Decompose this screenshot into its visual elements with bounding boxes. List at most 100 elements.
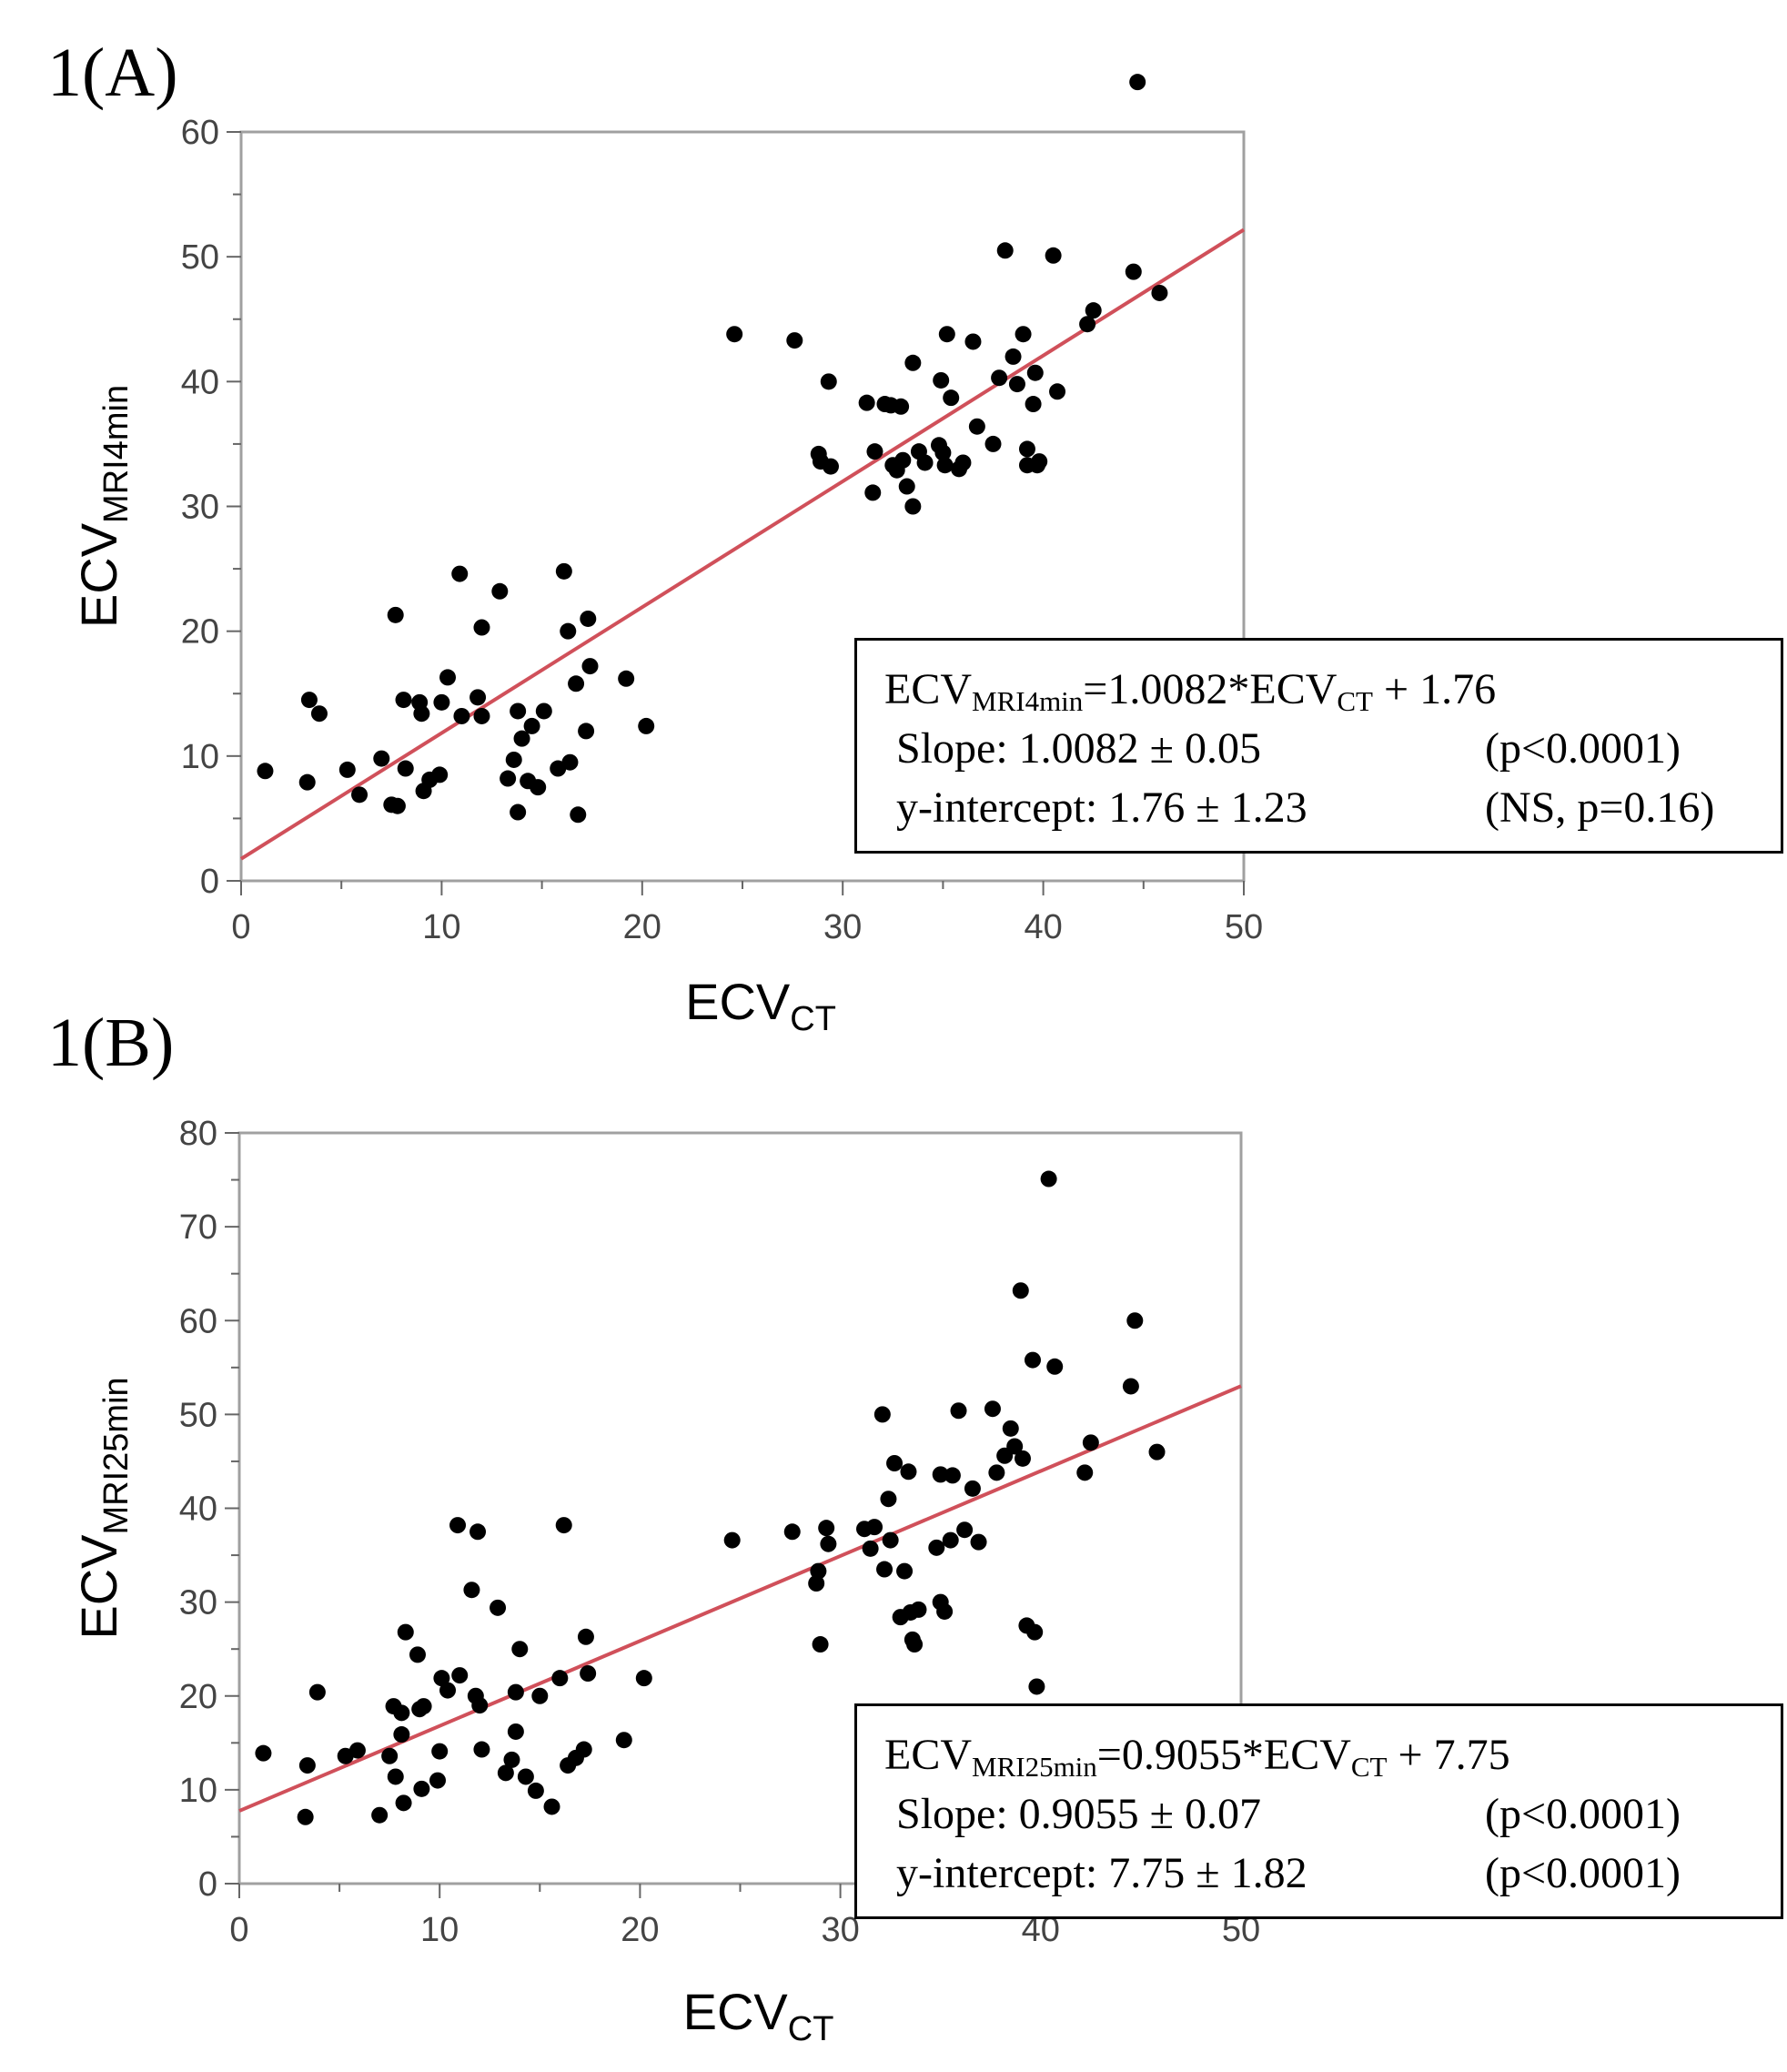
data-point-b: [531, 1687, 549, 1704]
data-point-a: [395, 692, 412, 709]
data-point-b: [409, 1646, 426, 1663]
data-point-b: [1076, 1464, 1094, 1481]
data-point-b: [956, 1521, 974, 1539]
data-point-b: [1046, 1358, 1064, 1375]
data-point-b: [820, 1535, 837, 1552]
data-point-a: [351, 786, 369, 804]
data-point-a: [513, 730, 530, 747]
data-point-a: [1026, 364, 1044, 381]
data-point-a: [1049, 383, 1066, 400]
data-point-b: [431, 1743, 449, 1760]
x-tick-label-b: 20: [621, 1911, 659, 1949]
data-point-b: [580, 1665, 597, 1682]
data-point-b: [936, 1602, 954, 1620]
regression-stats-box-b: ECVMRI25min=0.9055*ECVCT + 7.75 Slope: 0…: [854, 1703, 1783, 1919]
data-point-b: [906, 1636, 924, 1653]
regression-equation-b: ECVMRI25min=0.9055*ECVCT + 7.75: [884, 1731, 1510, 1783]
data-point-a: [893, 398, 910, 415]
data-point-b: [507, 1683, 524, 1701]
data-point-b: [886, 1455, 904, 1471]
y-tick-label-a: 40: [181, 363, 219, 401]
y-tick-label-b: 0: [198, 1865, 217, 1904]
x-tick-label-b: 0: [229, 1911, 248, 1949]
data-point-a: [491, 582, 509, 600]
data-point-a: [1151, 284, 1168, 301]
data-point-b: [555, 1517, 572, 1534]
data-point-a: [1045, 247, 1062, 264]
x-tick-label-b: 10: [420, 1911, 459, 1949]
data-point-a: [338, 761, 356, 778]
data-point-a: [387, 606, 404, 623]
slope-text-a: Slope: 1.0082 ± 0.05: [896, 724, 1262, 773]
data-point-b: [1040, 1170, 1057, 1188]
data-point-b: [910, 1601, 927, 1618]
data-point-b: [429, 1772, 446, 1789]
data-point-a: [822, 458, 839, 475]
data-point-b: [1014, 1450, 1031, 1467]
data-point-b: [1122, 1378, 1139, 1395]
data-point-a: [413, 705, 430, 723]
data-point-a: [397, 760, 414, 777]
data-point-b: [1026, 1623, 1044, 1641]
data-point-a: [894, 451, 912, 469]
y-tick-label-b: 60: [179, 1302, 217, 1340]
x-tick-label-a: 10: [422, 908, 460, 946]
data-point-a: [954, 454, 972, 471]
data-point-b: [308, 1683, 326, 1701]
data-point-b: [1082, 1434, 1099, 1451]
x-axis-title-a: ECVCT: [685, 973, 836, 1038]
data-point-a: [1015, 326, 1032, 343]
y-tick-label-a: 10: [181, 738, 219, 776]
data-point-b: [988, 1464, 1005, 1481]
y-tick-label-a: 30: [181, 489, 219, 527]
data-point-a: [550, 760, 567, 777]
data-point-b: [635, 1670, 652, 1687]
data-point-b: [473, 1741, 490, 1758]
data-point-b: [1012, 1282, 1029, 1299]
data-point-a: [560, 622, 577, 640]
data-point-a: [936, 457, 954, 474]
data-point-a: [469, 689, 487, 706]
data-point-a: [1005, 348, 1022, 365]
data-point-b: [469, 1523, 487, 1541]
regression-equation-a: ECVMRI4min=1.0082*ECVCT + 1.76: [884, 665, 1497, 717]
data-point-a: [618, 670, 635, 687]
data-point-a: [864, 484, 882, 501]
data-point-b: [896, 1562, 914, 1580]
data-point-a: [439, 669, 457, 686]
data-point-b: [413, 1780, 430, 1797]
slope-text-b: Slope: 0.9055 ± 0.07: [896, 1790, 1262, 1838]
data-point-b: [395, 1794, 412, 1812]
data-point-a: [1079, 316, 1096, 333]
slope-p-a: (p<0.0001): [1485, 724, 1681, 773]
data-point-b: [433, 1670, 450, 1687]
data-point-a: [555, 562, 572, 580]
data-point-a: [1129, 74, 1146, 91]
regression-stats-box-a: ECVMRI4min=1.0082*ECVCT + 1.76 Slope: 1.…: [854, 638, 1783, 854]
data-point-b: [1028, 1678, 1045, 1695]
data-point-a: [933, 371, 950, 389]
data-point-b: [984, 1400, 1001, 1418]
data-point-a: [726, 326, 743, 343]
data-point-b: [900, 1463, 917, 1481]
data-point-b: [928, 1539, 945, 1556]
data-point-b: [1006, 1438, 1024, 1455]
panel-label-a: 1(A): [47, 35, 178, 111]
data-point-a: [310, 705, 328, 723]
data-point-a: [578, 723, 595, 740]
slope-p-b: (p<0.0001): [1485, 1790, 1681, 1838]
data-point-a: [786, 332, 803, 349]
y-tick-label-b: 10: [179, 1772, 217, 1810]
data-point-a: [1018, 440, 1035, 458]
data-point-a: [580, 610, 597, 627]
y-tick-label-a: 50: [181, 238, 219, 277]
data-point-b: [873, 1406, 891, 1423]
data-point-b: [723, 1531, 741, 1549]
data-point-a: [431, 766, 449, 783]
y-tick-label-b: 50: [179, 1396, 217, 1434]
data-point-b: [1024, 1351, 1041, 1369]
data-point-a: [373, 750, 390, 767]
regression-line-a: [239, 227, 1246, 861]
data-point-a: [535, 702, 552, 720]
data-point-a: [561, 753, 579, 771]
